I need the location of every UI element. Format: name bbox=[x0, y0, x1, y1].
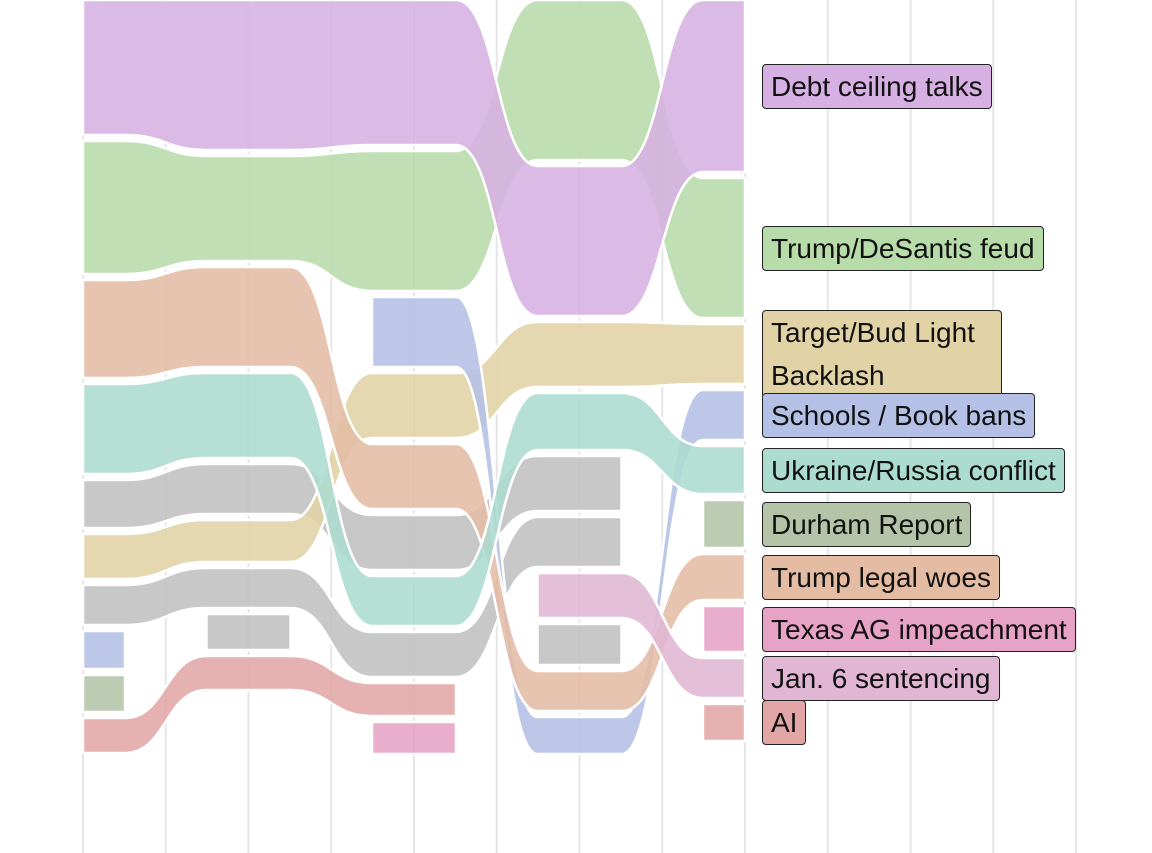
stream bbox=[81, 654, 458, 755]
stream bbox=[81, 0, 747, 318]
stream bbox=[370, 720, 458, 756]
legend-label: Ukraine/Russia conflict bbox=[762, 447, 1065, 493]
legend-label: Schools / Book bans bbox=[762, 392, 1036, 438]
stream bbox=[81, 629, 127, 671]
legend-label: Target/Bud Light Backlash bbox=[762, 310, 1002, 398]
legend-label: Jan. 6 sentencing bbox=[762, 655, 1000, 701]
stream bbox=[81, 0, 747, 320]
stream bbox=[701, 604, 747, 654]
stream bbox=[81, 265, 747, 713]
legend-label: Debt ceiling talks bbox=[762, 63, 992, 109]
stream bbox=[81, 371, 747, 628]
legend-label: Durham Report bbox=[762, 501, 972, 547]
stream bbox=[701, 498, 747, 550]
legend-label: Trump legal woes bbox=[762, 554, 1000, 600]
stream bbox=[81, 673, 127, 714]
stream bbox=[205, 612, 292, 652]
stream bbox=[701, 702, 747, 743]
legend-label: Texas AG impeachment bbox=[762, 606, 1076, 652]
stream bbox=[81, 515, 623, 679]
legend-label: AI bbox=[762, 700, 807, 745]
stream bbox=[536, 571, 747, 700]
stream bbox=[536, 622, 623, 667]
legend-label: Trump/DeSantis feud bbox=[762, 225, 1044, 271]
